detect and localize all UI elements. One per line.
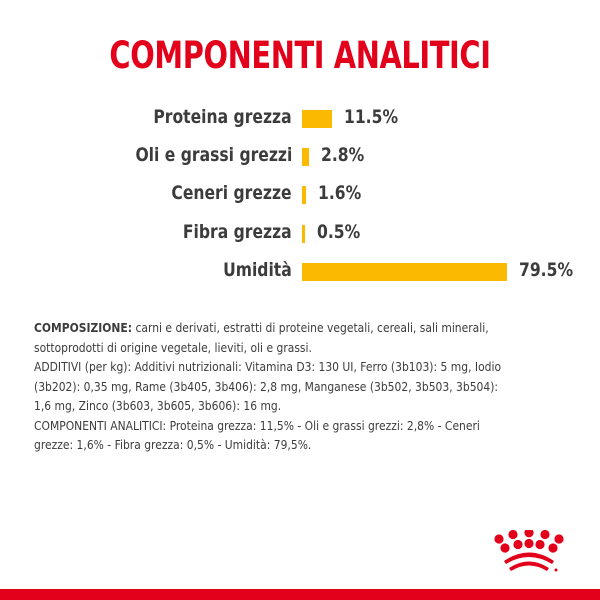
bar-label: Umidità bbox=[223, 259, 292, 281]
chart-row: Umidità 79.5% bbox=[0, 255, 600, 291]
page-title: COMPONENTI ANALITICI bbox=[109, 34, 491, 77]
bar-label: Ceneri grezze bbox=[171, 182, 292, 204]
chart-row: Ceneri grezze 1.6% bbox=[0, 178, 600, 214]
additives-text: ADDITIVI (per kg): Additivi nutrizionali… bbox=[34, 359, 502, 413]
chart-row: Proteina grezza 11.5% bbox=[0, 102, 600, 138]
bar bbox=[302, 186, 307, 204]
bar-label: Fibra grezza bbox=[183, 221, 292, 243]
bar-label: Proteina grezza bbox=[153, 106, 292, 128]
bar bbox=[302, 110, 332, 128]
bar-label: Oli e grassi grezzi bbox=[135, 144, 292, 166]
bar-value: 2.8% bbox=[321, 144, 365, 166]
bar-value: 0.5% bbox=[317, 221, 361, 243]
composition-body: carni e derivati, estratti di proteine v… bbox=[34, 320, 489, 355]
bar bbox=[302, 263, 508, 281]
chart-row: Oli e grassi grezzi 2.8% bbox=[0, 140, 600, 176]
royal-canin-crown-icon bbox=[494, 530, 564, 572]
composition-heading: COMPOSIZIONE: bbox=[34, 320, 133, 335]
bar-value: 1.6% bbox=[318, 182, 362, 204]
chart-row: Fibra grezza 0.5% bbox=[0, 217, 600, 253]
composition-text: COMPOSIZIONE: carni e derivati, estratti… bbox=[34, 318, 567, 455]
bar bbox=[302, 225, 305, 243]
bar bbox=[302, 148, 310, 166]
bar-value: 11.5% bbox=[343, 106, 398, 128]
bar-value: 79.5% bbox=[519, 259, 574, 281]
brand-footer-bar bbox=[0, 589, 600, 600]
analytical-text: COMPONENTI ANALITICI: Proteina grezza: 1… bbox=[34, 417, 480, 453]
